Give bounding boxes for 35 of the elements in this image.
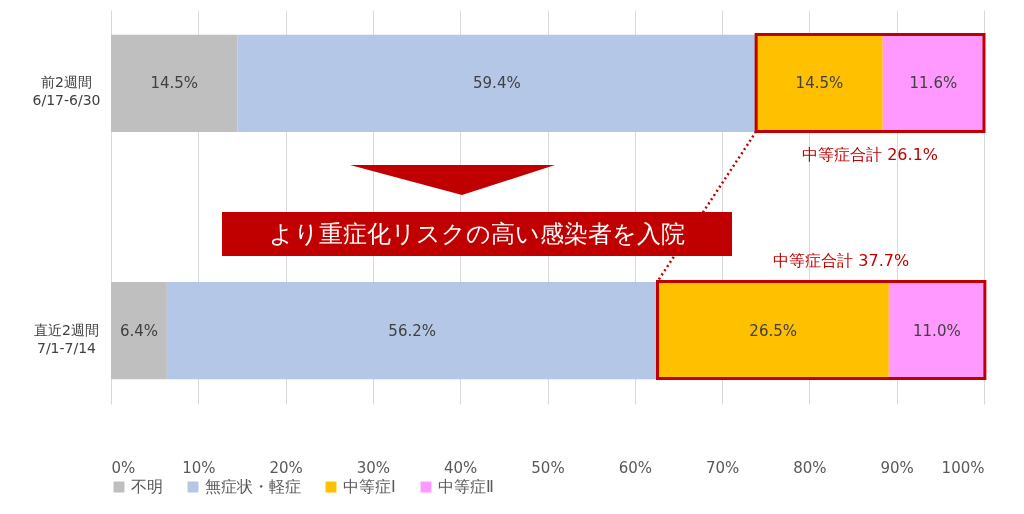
data-label: 56.2% xyxy=(388,321,437,340)
legend-label: 中等症Ⅱ xyxy=(438,477,494,496)
data-label: 6.4% xyxy=(119,321,158,340)
data-label: 14.5% xyxy=(150,74,199,93)
x-tick-label: 60% xyxy=(618,458,652,477)
data-label: 26.5% xyxy=(749,321,797,340)
x-tick-label: 0% xyxy=(111,458,136,477)
x-tick-label: 80% xyxy=(793,458,827,477)
y-tick-label: 直近2週間 7/1-7/14 xyxy=(34,321,99,356)
bar xyxy=(756,34,883,132)
data-label: 11.0% xyxy=(913,321,961,340)
annotation: 中等症合計 26.1% xyxy=(802,145,939,166)
y-tick-label: 前2週間 6/17-6/30 xyxy=(32,74,101,109)
x-tick-label: 100% xyxy=(941,458,985,477)
bar xyxy=(882,34,984,132)
data-label: 14.5% xyxy=(795,74,844,93)
annotation: 中等症合計 37.7% xyxy=(773,251,910,272)
bar xyxy=(111,282,167,380)
data-label: 11.6% xyxy=(909,74,958,93)
x-tick-label: 90% xyxy=(880,458,914,477)
data-label: 59.4% xyxy=(473,74,521,93)
bar xyxy=(888,282,985,380)
x-tick-label: 70% xyxy=(705,458,740,477)
bar xyxy=(237,34,757,132)
bar xyxy=(657,282,889,380)
x-tick-label: 30% xyxy=(356,458,391,477)
x-tick-label: 20% xyxy=(269,458,303,477)
x-tick-label: 40% xyxy=(444,458,478,477)
legend-label: 不明 xyxy=(131,477,163,496)
legend-label: 無症状・軽症 xyxy=(205,477,301,496)
x-tick-label: 50% xyxy=(531,458,565,477)
bar xyxy=(111,34,238,132)
legend-label: 中等症Ⅰ xyxy=(343,477,396,496)
bar xyxy=(166,282,658,380)
x-tick-label: 10% xyxy=(182,458,216,477)
